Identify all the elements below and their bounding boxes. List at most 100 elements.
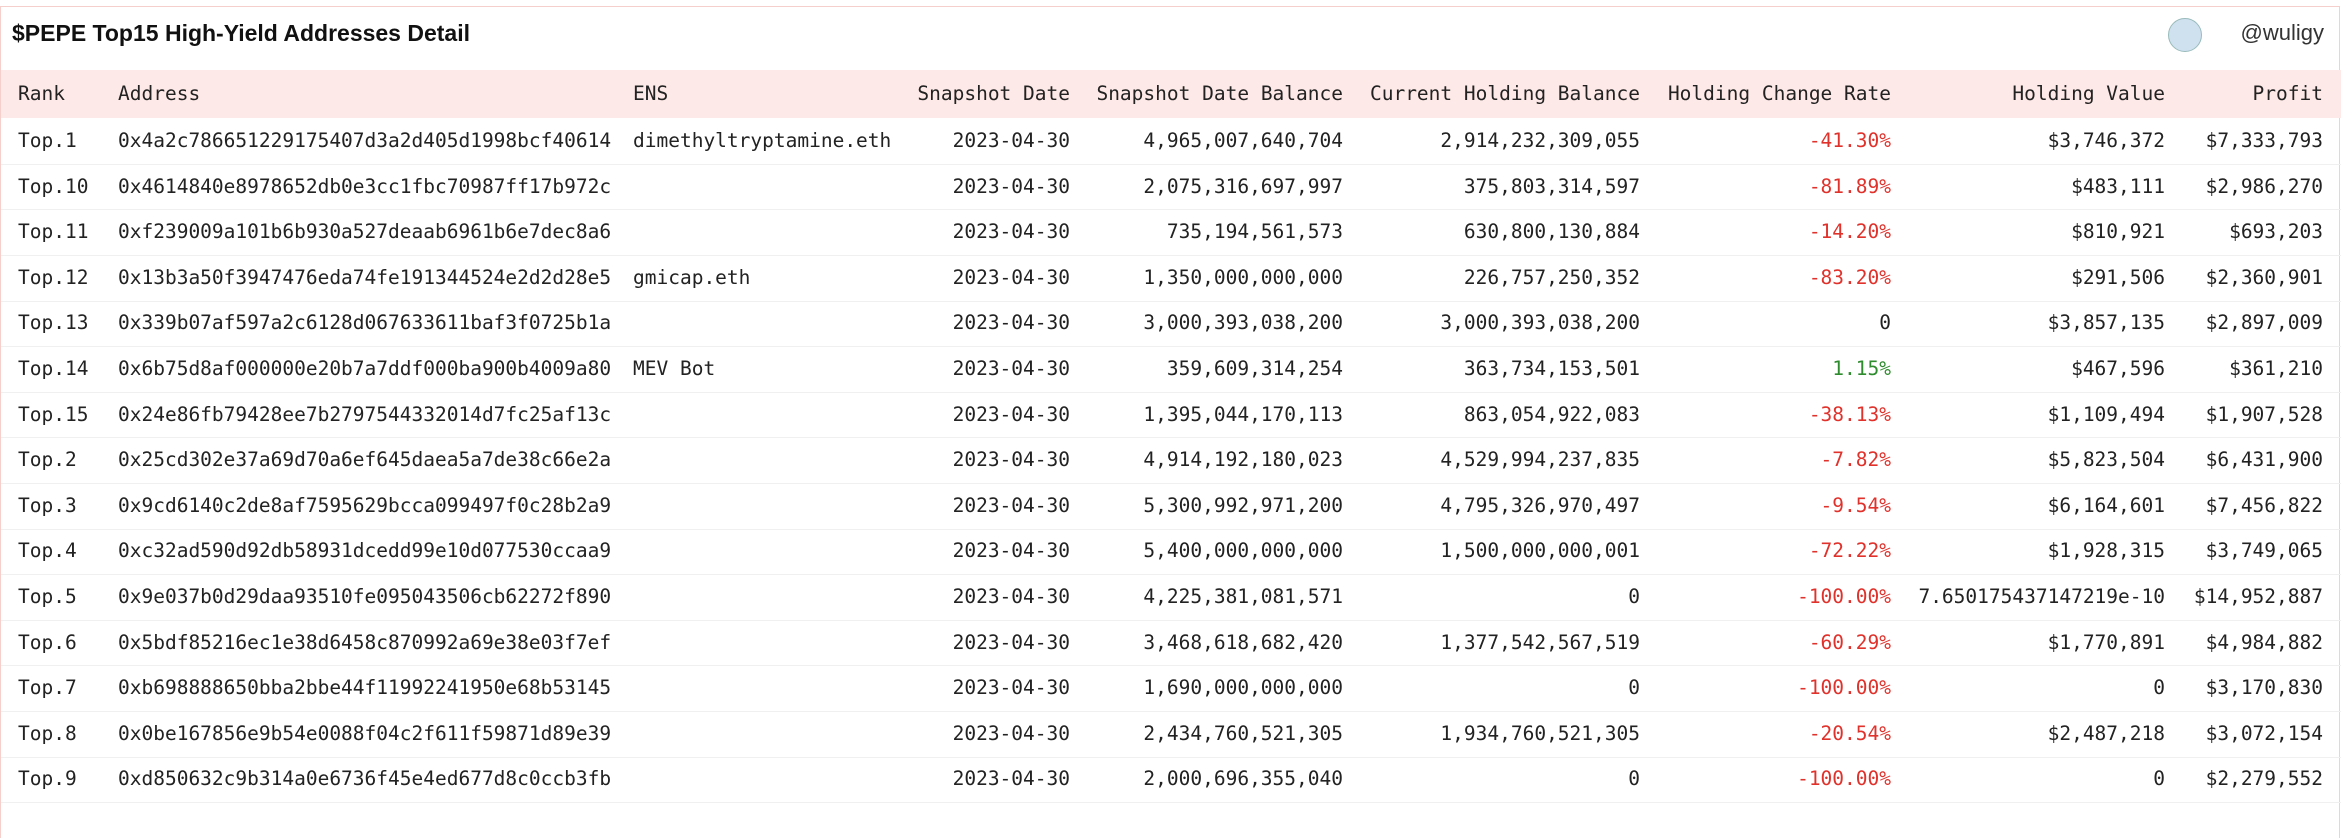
table-cell: 1,934,760,521,305 — [1440, 721, 1640, 745]
table-cell: Top.8 — [18, 721, 77, 745]
table-cell: 630,800,130,884 — [1463, 220, 1640, 244]
row-separator — [1, 529, 2341, 530]
table-cell: 0x24e86fb79428ee7b2797544332014d7fc25af1… — [118, 402, 612, 426]
table-cell: 1,690,000,000,000 — [1143, 676, 1343, 700]
table-cell: 2023-04-30 — [952, 721, 1070, 745]
table-cell: 2023-04-30 — [952, 676, 1070, 700]
column-header: Rank — [18, 82, 65, 105]
table-cell: $6,164,601 — [2047, 493, 2165, 517]
table-cell: 1.15% — [1832, 357, 1891, 380]
table-cell: 0 — [2153, 676, 2165, 700]
table-cell: 5,400,000,000,000 — [1143, 539, 1343, 563]
table-cell: 2,914,232,309,055 — [1440, 129, 1640, 152]
table-cell: dimethyltryptamine.eth — [633, 129, 892, 152]
table-cell: 0x4a2c786651229175407d3a2d405d1998bcf406… — [118, 129, 612, 152]
table-cell: $483,111 — [2071, 174, 2165, 198]
table-cell: 0 — [1628, 676, 1640, 700]
table-cell: $810,921 — [2071, 220, 2165, 244]
table-cell: $1,770,891 — [2047, 630, 2165, 654]
table-cell: $2,897,009 — [2205, 311, 2323, 335]
table-cell: 2023-04-30 — [952, 539, 1070, 563]
table-cell: $7,333,793 — [2205, 129, 2323, 152]
row-separator — [1, 574, 2341, 575]
table-cell: 2023-04-30 — [952, 265, 1070, 289]
row-separator — [1, 757, 2341, 758]
table-cell: 0x13b3a50f3947476eda74fe191344524e2d2d28… — [118, 265, 612, 289]
table-cell: 4,225,381,081,571 — [1143, 585, 1343, 608]
row-separator — [1, 301, 2341, 302]
table-cell: $7,456,822 — [2205, 493, 2323, 517]
table-cell: $467,596 — [2071, 357, 2165, 380]
column-header: Holding Value — [2012, 82, 2165, 105]
table-cell: 1,377,542,567,519 — [1440, 630, 1640, 654]
table-cell: 2023-04-30 — [952, 129, 1070, 152]
table-cell: 5,300,992,971,200 — [1143, 493, 1343, 517]
title: $PEPE Top15 High-Yield Addresses Detail — [12, 20, 471, 46]
table-cell: -72.22% — [1808, 539, 1891, 563]
table-cell: -83.20% — [1808, 265, 1891, 289]
table-cell: 2023-04-30 — [952, 402, 1070, 426]
table-cell: 2023-04-30 — [952, 493, 1070, 517]
table-cell: Top.4 — [18, 539, 77, 563]
table-cell: 0x9e037b0d29daa93510fe095043506cb62272f8… — [118, 585, 612, 608]
table-cell: 2023-04-30 — [952, 174, 1070, 198]
table-cell: Top.13 — [18, 311, 89, 335]
table-cell: 2023-04-30 — [952, 357, 1070, 380]
table-cell: 0x339b07af597a2c6128d067633611baf3f0725b… — [118, 311, 612, 335]
table-cell: -9.54% — [1820, 493, 1891, 517]
table-cell: 2023-04-30 — [952, 585, 1070, 608]
column-header: Snapshot Date Balance — [1096, 82, 1343, 105]
header-row — [1, 70, 2341, 118]
table-cell: Top.14 — [18, 357, 89, 380]
table-cell: Top.6 — [18, 630, 77, 654]
table-cell: $693,203 — [2229, 220, 2323, 244]
column-header: ENS — [633, 82, 669, 105]
table-cell: 2023-04-30 — [952, 630, 1070, 654]
table-cell: Top.3 — [18, 493, 77, 517]
table-cell: $1,928,315 — [2047, 539, 2165, 563]
table-cell: $2,279,552 — [2205, 767, 2323, 791]
row-separator — [1, 164, 2341, 165]
table-cell: $3,072,154 — [2205, 721, 2323, 745]
table-cell: 0xb698888650bba2bbe44f11992241950e68b531… — [118, 676, 612, 700]
table-cell: 2023-04-30 — [952, 767, 1070, 791]
avatar — [2168, 18, 2202, 52]
table-cell: $5,823,504 — [2047, 448, 2165, 472]
row-separator — [1, 392, 2341, 393]
table-cell: 226,757,250,352 — [1463, 265, 1640, 289]
table-cell: 3,468,618,682,420 — [1143, 630, 1343, 654]
table-cell: 2,434,760,521,305 — [1143, 721, 1343, 745]
table-cell: -7.82% — [1820, 448, 1891, 472]
table-cell: 0x25cd302e37a69d70a6ef645daea5a7de38c66e… — [118, 448, 612, 472]
table-cell: -20.54% — [1808, 721, 1891, 745]
row-separator — [1, 255, 2341, 256]
column-header: Holding Change Rate — [1667, 82, 1891, 105]
row-separator — [1, 665, 2341, 666]
table-cell: $6,431,900 — [2205, 448, 2323, 472]
user-handle[interactable]: @wuligy — [2240, 20, 2324, 45]
table-cell: Top.15 — [18, 402, 89, 426]
table-cell: -38.13% — [1808, 402, 1891, 426]
table-cell: 4,965,007,640,704 — [1143, 129, 1343, 152]
table-cell: 3,000,393,038,200 — [1440, 311, 1640, 335]
table-cell: 359,609,314,254 — [1166, 357, 1343, 380]
table-cell: 863,054,922,083 — [1463, 402, 1640, 426]
table-cell: 0 — [1628, 767, 1640, 791]
table-cell: 2023-04-30 — [952, 311, 1070, 335]
table-cell: 4,795,326,970,497 — [1440, 493, 1640, 517]
table-cell: 363,734,153,501 — [1463, 357, 1640, 380]
table-cell: $14,952,887 — [2193, 585, 2323, 608]
table-cell: -60.29% — [1808, 630, 1891, 654]
table-cell: $3,857,135 — [2047, 311, 2165, 335]
table-cell: 375,803,314,597 — [1463, 174, 1640, 198]
table-cell: $3,170,830 — [2205, 676, 2323, 700]
row-separator — [1, 802, 2341, 803]
table-cell: 1,395,044,170,113 — [1143, 402, 1343, 426]
table-cell: $2,986,270 — [2205, 174, 2323, 198]
table-cell: 1,500,000,000,001 — [1440, 539, 1640, 563]
table-cell: 735,194,561,573 — [1166, 220, 1343, 244]
table-cell: 0x0be167856e9b54e0088f04c2f611f59871d89e… — [118, 721, 612, 745]
table-cell: -100.00% — [1797, 676, 1891, 700]
table-cell: 1,350,000,000,000 — [1143, 265, 1343, 289]
table-cell: Top.7 — [18, 676, 77, 700]
